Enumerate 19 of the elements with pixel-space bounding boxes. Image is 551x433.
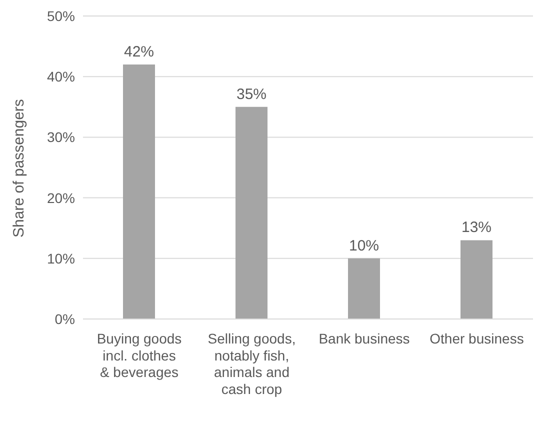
y-tick-label: 20% xyxy=(46,190,75,206)
x-tick-label: Selling goods, notably fish, animals and cash crop xyxy=(208,330,296,397)
x-tick-label: Bank business xyxy=(318,330,410,347)
bar xyxy=(460,240,492,319)
data-label: 10% xyxy=(348,237,380,254)
bar xyxy=(236,106,268,319)
bar xyxy=(123,64,155,319)
x-tick-label: Buying goods incl. clothes & beverages xyxy=(96,330,182,380)
data-label: 13% xyxy=(461,219,492,236)
y-tick-label: 10% xyxy=(46,250,75,266)
bar xyxy=(348,258,380,319)
y-tick-label: 30% xyxy=(46,129,75,146)
y-tick-label: 40% xyxy=(46,68,75,85)
y-tick-label: 0% xyxy=(54,310,75,327)
x-tick-label: Other business xyxy=(430,330,524,347)
data-label: 42% xyxy=(124,43,154,60)
data-label: 35% xyxy=(236,86,267,103)
y-axis-title: Share of passengers xyxy=(10,99,28,238)
y-tick-label: 50% xyxy=(46,8,75,24)
